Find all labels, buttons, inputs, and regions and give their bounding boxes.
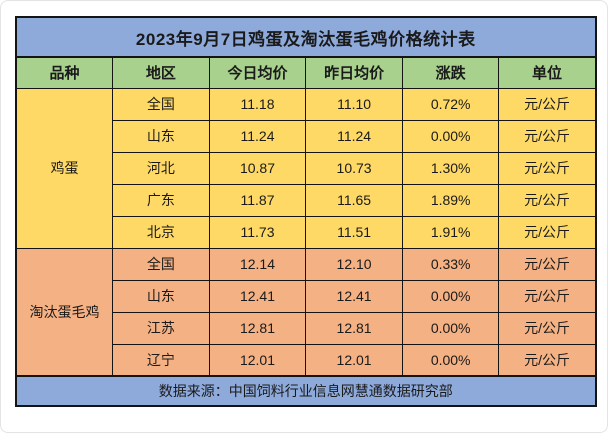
table-row: 鸡蛋 全国 11.18 11.10 0.72% 元/公斤: [15, 87, 597, 249]
change-cell: 0.00%: [401, 279, 500, 313]
unit-cell: 元/公斤: [498, 279, 597, 313]
region-cell: 北京: [112, 215, 210, 249]
table-row: 山东 12.41 12.41 0.00% 元/公斤: [16, 279, 597, 313]
page-title: 2023年9月7日鸡蛋及淘汰蛋毛鸡价格统计表: [15, 16, 597, 58]
today-cell: 11.18: [208, 87, 307, 121]
title-row: 2023年9月7日鸡蛋及淘汰蛋毛鸡价格统计表: [15, 16, 597, 58]
column-header-variety: 品种: [15, 56, 114, 89]
change-cell: 0.00%: [401, 119, 500, 153]
table-row: 北京 11.73 11.51 1.91% 元/公斤: [16, 215, 597, 249]
yesterday-cell: 11.24: [305, 119, 403, 153]
unit-cell: 元/公斤: [498, 215, 597, 249]
unit-cell: 元/公斤: [498, 247, 597, 281]
yesterday-cell: 11.10: [305, 87, 403, 121]
category-cell-culled-hen: 淘汰蛋毛鸡: [15, 247, 114, 377]
table-row: 河北 10.87 10.73 1.30% 元/公斤: [16, 151, 597, 185]
footer-row: 数据来源：中国饲料行业信息网慧通数据研究部: [15, 375, 597, 407]
change-cell: 1.30%: [401, 151, 500, 185]
price-statistics-table: 2023年9月7日鸡蛋及淘汰蛋毛鸡价格统计表 品种 地区 今日均价 昨日均价 涨…: [15, 16, 597, 407]
yesterday-cell: 12.81: [305, 311, 403, 345]
today-cell: 12.01: [208, 343, 307, 377]
unit-cell: 元/公斤: [498, 119, 597, 153]
table-row: 江苏 12.81 12.81 0.00% 元/公斤: [16, 311, 597, 345]
today-cell: 11.73: [208, 215, 307, 249]
today-cell: 12.14: [208, 247, 307, 281]
column-header-region: 地区: [112, 56, 210, 89]
today-cell: 11.87: [208, 183, 307, 217]
region-cell: 山东: [112, 279, 210, 313]
region-cell: 全国: [112, 87, 210, 121]
region-cell: 河北: [112, 151, 210, 185]
yesterday-cell: 12.01: [305, 343, 403, 377]
today-cell: 12.81: [208, 311, 307, 345]
change-cell: 0.00%: [401, 311, 500, 345]
today-cell: 12.41: [208, 279, 307, 313]
category-cell-egg: 鸡蛋: [15, 87, 114, 249]
unit-cell: 元/公斤: [498, 87, 597, 121]
column-header-change: 涨跌: [401, 56, 500, 89]
table-row: 淘汰蛋毛鸡 全国 12.14 12.10 0.33% 元/公斤: [15, 247, 597, 377]
unit-cell: 元/公斤: [498, 311, 597, 345]
change-cell: 1.91%: [401, 215, 500, 249]
yesterday-cell: 12.41: [305, 279, 403, 313]
yesterday-cell: 11.65: [305, 183, 403, 217]
change-cell: 0.72%: [401, 87, 500, 121]
table-row: 山东 11.24 11.24 0.00% 元/公斤: [16, 119, 597, 153]
today-cell: 11.24: [208, 119, 307, 153]
unit-cell: 元/公斤: [498, 151, 597, 185]
region-cell: 辽宁: [112, 343, 210, 377]
today-cell: 10.87: [208, 151, 307, 185]
column-header-unit: 单位: [498, 56, 597, 89]
table-row: 辽宁 12.01 12.01 0.00% 元/公斤: [16, 343, 597, 377]
column-header-yesterday: 昨日均价: [305, 56, 403, 89]
region-cell: 广东: [112, 183, 210, 217]
yesterday-cell: 12.10: [305, 247, 403, 281]
header-row: 品种 地区 今日均价 昨日均价 涨跌 单位: [15, 56, 597, 89]
yesterday-cell: 10.73: [305, 151, 403, 185]
region-cell: 山东: [112, 119, 210, 153]
yesterday-cell: 11.51: [305, 215, 403, 249]
table-row: 广东 11.87 11.65 1.89% 元/公斤: [16, 183, 597, 217]
column-header-today: 今日均价: [208, 56, 307, 89]
region-cell: 全国: [112, 247, 210, 281]
change-cell: 0.33%: [401, 247, 500, 281]
change-cell: 1.89%: [401, 183, 500, 217]
unit-cell: 元/公斤: [498, 183, 597, 217]
data-source-note: 数据来源：中国饲料行业信息网慧通数据研究部: [15, 375, 597, 407]
unit-cell: 元/公斤: [498, 343, 597, 377]
change-cell: 0.00%: [401, 343, 500, 377]
region-cell: 江苏: [112, 311, 210, 345]
